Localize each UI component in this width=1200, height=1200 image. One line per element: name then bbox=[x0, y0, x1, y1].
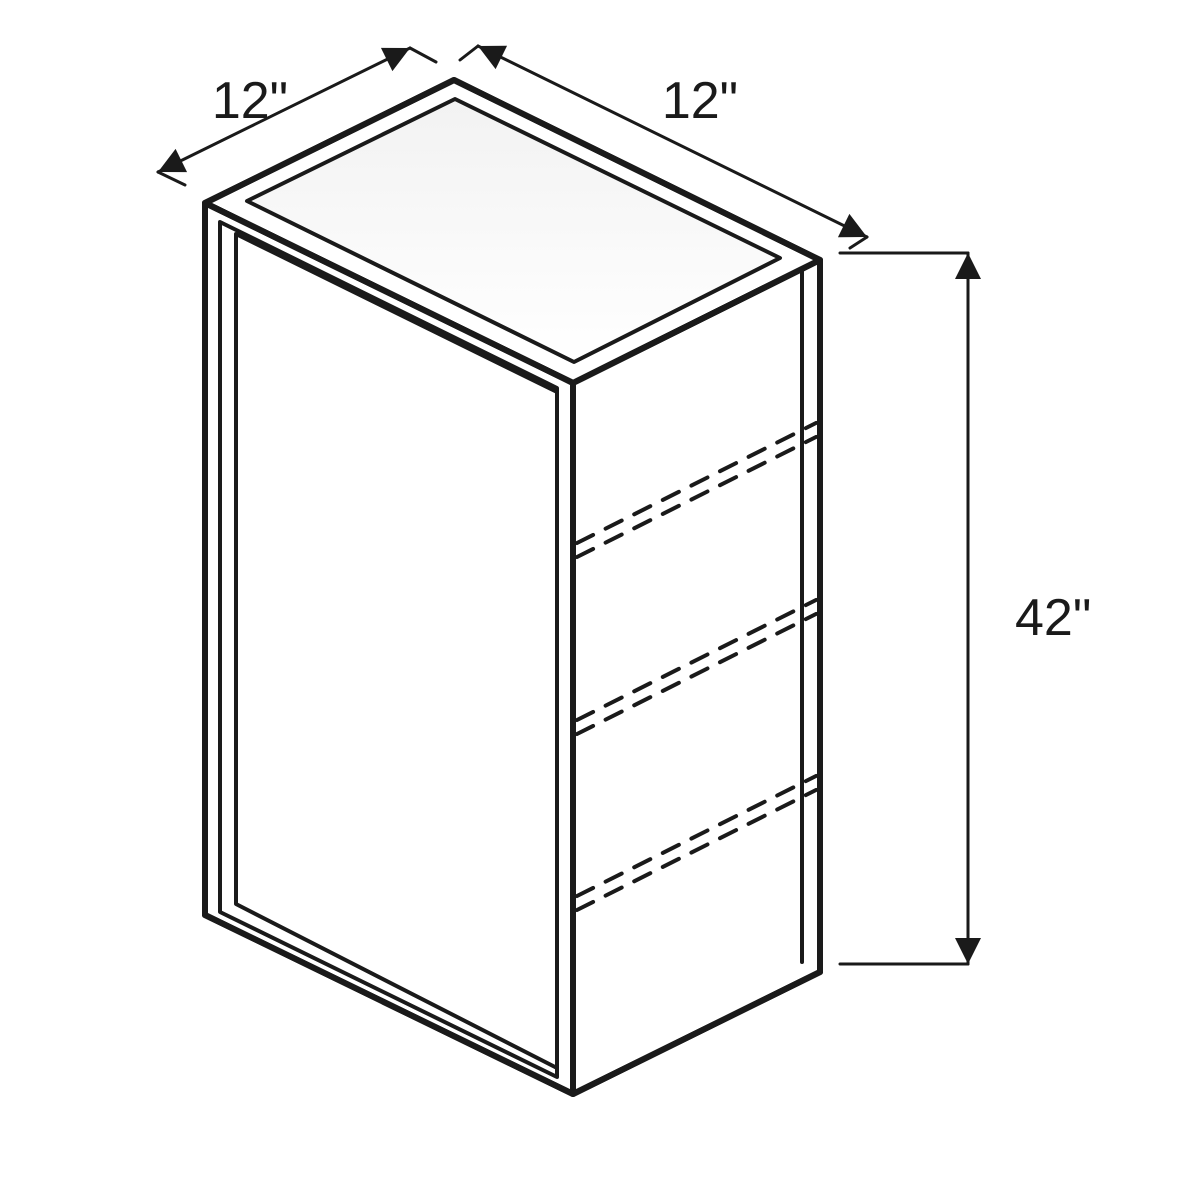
cabinet-technical-drawing: 12" 12" 42" bbox=[0, 0, 1200, 1200]
dim-width-ext bbox=[850, 237, 867, 248]
side-face bbox=[573, 260, 820, 1094]
dim-label-depth: 12" bbox=[212, 72, 288, 130]
dim-depth-ext bbox=[158, 172, 185, 185]
dim-depth-ext bbox=[410, 48, 436, 62]
dim-width-ext bbox=[460, 46, 478, 60]
dim-label-height: 42" bbox=[1015, 589, 1091, 647]
dim-label-width: 12" bbox=[662, 72, 738, 130]
